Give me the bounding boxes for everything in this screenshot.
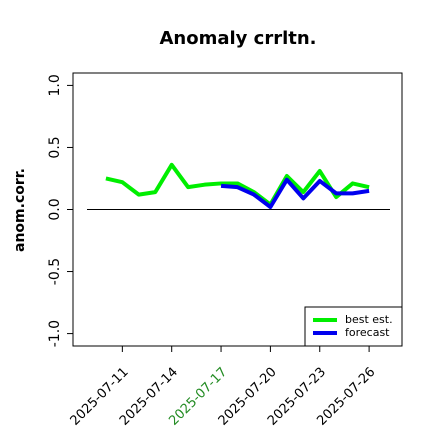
y-tick-label: 0.5 [47, 136, 63, 158]
series-line [105, 162, 370, 207]
series-line [220, 177, 370, 210]
y-tick-label: -0.5 [47, 258, 63, 285]
y-tick-label: -1.0 [47, 320, 63, 347]
legend-box [304, 306, 403, 347]
y-axis-label: anom.corr. [12, 168, 28, 252]
y-tick-label: 0.0 [47, 198, 63, 220]
legend-label: forecast [345, 326, 390, 339]
legend-label: best est. [345, 313, 393, 326]
y-tick-label: 1.0 [47, 74, 63, 96]
chart-title: Anomaly crrltn. [159, 28, 316, 49]
